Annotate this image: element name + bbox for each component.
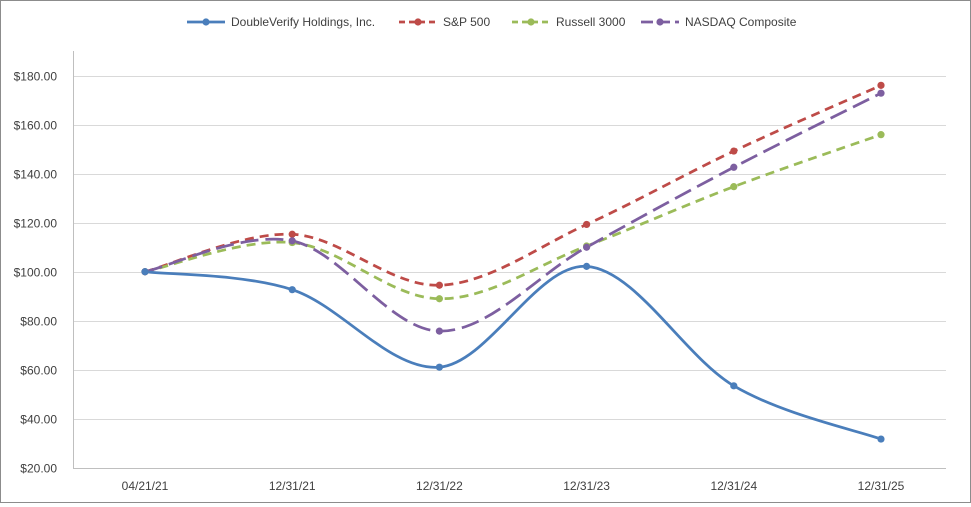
legend-marker: [527, 18, 535, 26]
y-axis: $20.00 $40.00 $60.00 $80.00 $100.00 $120.00 $1…: [14, 51, 74, 476]
series-line: [144, 84, 882, 287]
data-point: [877, 435, 885, 443]
data-point: [583, 243, 591, 251]
x-tick-label: 12/31/21: [269, 479, 316, 493]
gridlines: [73, 76, 946, 469]
x-tick-label: 04/21/21: [122, 479, 169, 493]
series-points: [141, 81, 885, 443]
legend-label: S&P 500: [443, 15, 490, 29]
x-axis: 04/21/21 12/31/21 12/31/22 12/31/23 12/31/24…: [73, 468, 946, 493]
legend-label: NASDAQ Composite: [685, 15, 797, 29]
data-point: [583, 262, 591, 270]
data-point: [730, 147, 738, 155]
y-tick-label: $100.00: [14, 266, 58, 280]
data-point: [730, 382, 738, 390]
data-point: [730, 163, 738, 171]
data-point: [435, 295, 443, 303]
data-point: [288, 237, 296, 245]
y-tick-label: $140.00: [14, 168, 58, 182]
series-line: [144, 264, 882, 441]
legend-marker: [202, 18, 210, 26]
legend-label: DoubleVerify Holdings, Inc.: [231, 15, 375, 29]
y-tick-label: $160.00: [14, 119, 58, 133]
data-point: [877, 89, 885, 97]
x-tick-label: 12/31/25: [858, 479, 905, 493]
legend-label: Russell 3000: [556, 15, 626, 29]
x-tick-label: 12/31/22: [416, 479, 463, 493]
data-point: [730, 183, 738, 191]
y-tick-label: $80.00: [20, 315, 57, 329]
series-lines: [144, 84, 882, 441]
legend-marker: [656, 18, 664, 26]
y-tick-label: $60.00: [20, 364, 57, 378]
data-point: [583, 220, 591, 229]
y-tick-label: $120.00: [14, 217, 58, 231]
data-point: [435, 327, 443, 335]
data-point: [288, 230, 296, 238]
y-tick-label: $40.00: [20, 413, 57, 427]
data-point: [435, 281, 443, 289]
series-line: [144, 91, 882, 333]
series-line: [144, 133, 882, 301]
y-tick-label: $180.00: [14, 70, 58, 84]
data-point: [435, 363, 443, 371]
data-point: [877, 81, 885, 89]
data-point: [877, 131, 885, 139]
x-tick-label: 12/31/24: [710, 479, 757, 493]
data-point: [288, 286, 296, 294]
legend-marker: [414, 18, 422, 26]
x-tick-label: 12/31/23: [563, 479, 610, 493]
data-point: [141, 268, 149, 276]
legend: DoubleVerify Holdings, Inc. S&P 500 Russel…: [187, 15, 797, 29]
y-tick-label: $20.00: [20, 462, 57, 476]
